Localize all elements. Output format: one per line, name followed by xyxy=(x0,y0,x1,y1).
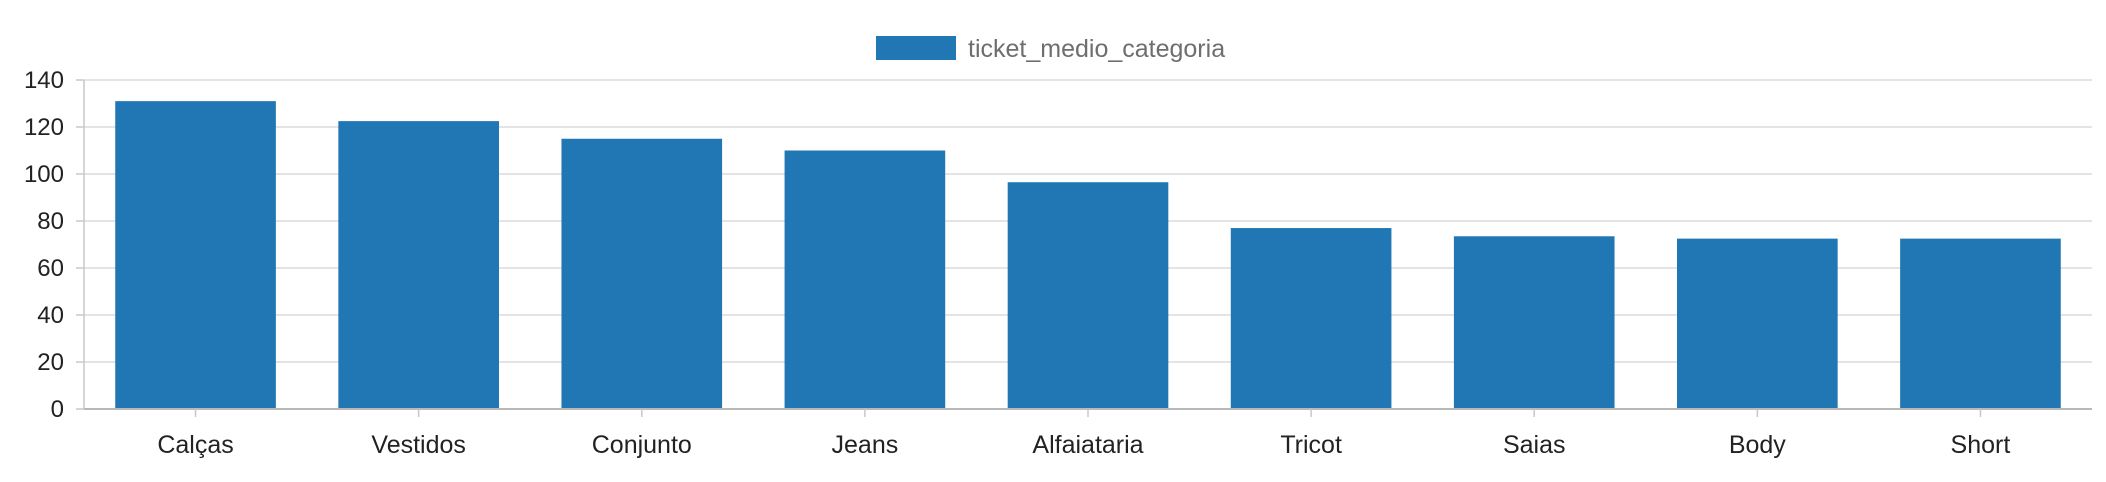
x-tick-label: Tricot xyxy=(1280,431,1342,459)
bar-saias[interactable] xyxy=(1453,236,1615,409)
y-tick-label: 40 xyxy=(37,302,64,329)
x-tick-label: Saias xyxy=(1503,431,1566,459)
legend-swatch[interactable] xyxy=(876,36,956,60)
bar-cal-as[interactable] xyxy=(115,101,276,410)
y-tick-label: 80 xyxy=(37,208,64,235)
axes: 0 20 40 60 80 100 120 140 Calças Vestidos Conjunto… xyxy=(24,67,2092,459)
x-tick-label: Body xyxy=(1729,431,1786,459)
bar-tricot[interactable] xyxy=(1230,228,1392,409)
y-tick-label: 120 xyxy=(24,114,64,141)
bars xyxy=(115,101,2061,410)
legend[interactable]: ticket_medio_categoria xyxy=(876,35,1225,63)
x-tick-label: Vestidos xyxy=(371,431,466,459)
y-tick-label: 100 xyxy=(24,161,64,188)
x-tick-label: Short xyxy=(1951,431,2011,459)
y-tick-label: 60 xyxy=(37,255,64,282)
x-tick-label: Conjunto xyxy=(592,431,692,459)
y-tick-label: 140 xyxy=(24,67,64,94)
x-tick-label: Calças xyxy=(157,431,233,459)
bar-alfaiataria[interactable] xyxy=(1007,182,1169,409)
y-tick-label: 20 xyxy=(37,349,64,376)
legend-label[interactable]: ticket_medio_categoria xyxy=(968,35,1225,63)
bar-short[interactable] xyxy=(1900,238,2061,409)
x-tick-label: Jeans xyxy=(832,431,899,459)
x-tick-label: Alfaiataria xyxy=(1032,431,1143,459)
y-tick-label: 0 xyxy=(51,396,64,423)
bar-body[interactable] xyxy=(1677,238,1838,409)
bar-vestidos[interactable] xyxy=(338,121,499,409)
bar-conjunto[interactable] xyxy=(561,138,723,409)
bar-jeans[interactable] xyxy=(784,150,946,410)
